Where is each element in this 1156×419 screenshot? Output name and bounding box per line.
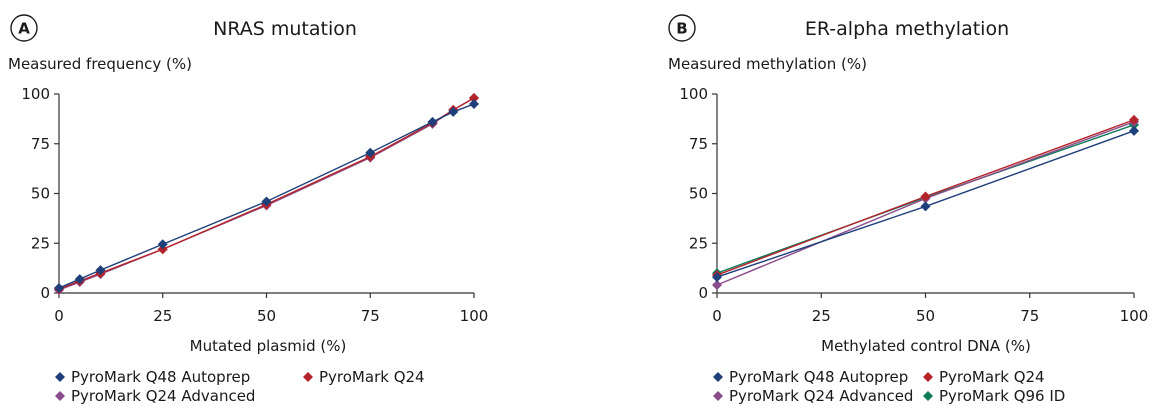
y-tick-label: 75 [31,135,50,153]
legend: PyroMark Q48 Autoprep PyroMark Q24 PyroMar… [55,368,425,405]
series-q24 [712,114,1139,281]
series-layer [712,114,1139,291]
series-q48 [712,125,1139,283]
chart-title: ER-alpha methylation [805,18,1009,40]
y-tick-label: 25 [689,234,708,252]
x-tick-label: 0 [712,307,722,325]
legend-label: PyroMark Q48 Autoprep [729,368,908,386]
x-tick-label: 25 [153,307,172,325]
x-axis-label: Mutated plasmid (%) [190,337,347,355]
legend-entry: PyroMark Q24 Advanced [713,387,913,405]
data-point [261,196,272,207]
legend-entry: PyroMark Q96 ID [923,387,1065,405]
y-axis-label: Measured methylation (%) [668,55,867,73]
legend-marker [713,372,723,382]
x-tick-label: 75 [1020,307,1039,325]
panel-label: A [18,20,30,38]
x-tick-label: 75 [361,307,380,325]
data-point [427,116,438,127]
x-tick-label: 100 [1120,307,1149,325]
x-tick-label: 25 [812,307,831,325]
x-tick-label: 50 [257,307,276,325]
y-tick-label: 50 [31,185,50,203]
legend-marker [303,372,313,382]
data-point [920,191,931,202]
legend-marker [713,391,723,401]
chart-panel-b: B ER-alpha methylation Measured methylat… [668,14,1148,405]
legend-entry: PyroMark Q24 [923,368,1045,386]
series-q24adv [54,92,479,296]
series-q24 [54,92,479,295]
chart-panel-a: A NRAS mutation Measured frequency (%) M… [8,14,488,405]
data-point [365,147,376,158]
y-tick-label: 50 [689,185,708,203]
x-tick-label: 100 [460,307,489,325]
legend-entry: PyroMark Q24 Advanced [55,387,255,405]
data-point [95,265,106,276]
data-point [920,201,931,212]
x-axis-label: Methylated control DNA (%) [821,337,1031,355]
series-q48 [54,98,479,294]
y-tick-label: 25 [31,234,50,252]
axes: 0 25 50 75 100 0 25 50 75 100 [679,85,1148,325]
legend-label: PyroMark Q96 ID [939,387,1065,405]
legend-marker [55,391,65,401]
legend-entry: PyroMark Q48 Autoprep [55,368,250,386]
axes: 0 25 50 75 100 0 25 50 75 100 [21,85,488,325]
data-point [54,283,64,294]
legend-marker [923,372,933,382]
data-point [74,274,85,285]
legend: PyroMark Q48 Autoprep PyroMark Q24PyroMar… [713,368,1065,405]
legend-marker [55,372,65,382]
legend-marker [923,391,933,401]
y-tick-label: 100 [21,85,50,103]
series-layer [54,92,479,296]
legend-label: PyroMark Q24 [319,368,425,386]
data-point [712,280,722,291]
legend-label: PyroMark Q24 Advanced [729,387,913,405]
data-point [469,92,479,103]
x-tick-label: 50 [916,307,935,325]
legend-entry: PyroMark Q48 Autoprep [713,368,908,386]
y-tick-label: 100 [679,85,708,103]
series-line [58,97,475,290]
y-axis-label: Measured frequency (%) [8,55,192,73]
data-point [712,272,722,283]
y-tick-label: 0 [40,284,50,302]
data-point [469,98,479,109]
panel-badge-circle [10,14,38,42]
y-tick-label: 75 [689,135,708,153]
panel-badge-circle [668,14,696,42]
legend-entry: PyroMark Q24 [303,368,425,386]
panel-label: B [676,20,687,38]
legend-label: PyroMark Q24 [939,368,1045,386]
data-point [157,239,168,250]
series-line [58,103,475,289]
legend-label: PyroMark Q48 Autoprep [71,368,250,386]
data-point [1129,114,1139,125]
chart-title: NRAS mutation [213,18,357,40]
data-point [448,106,459,117]
data-point [1129,125,1139,136]
y-tick-label: 0 [698,284,708,302]
x-tick-label: 0 [54,307,64,325]
legend-label: PyroMark Q24 Advanced [71,387,255,405]
